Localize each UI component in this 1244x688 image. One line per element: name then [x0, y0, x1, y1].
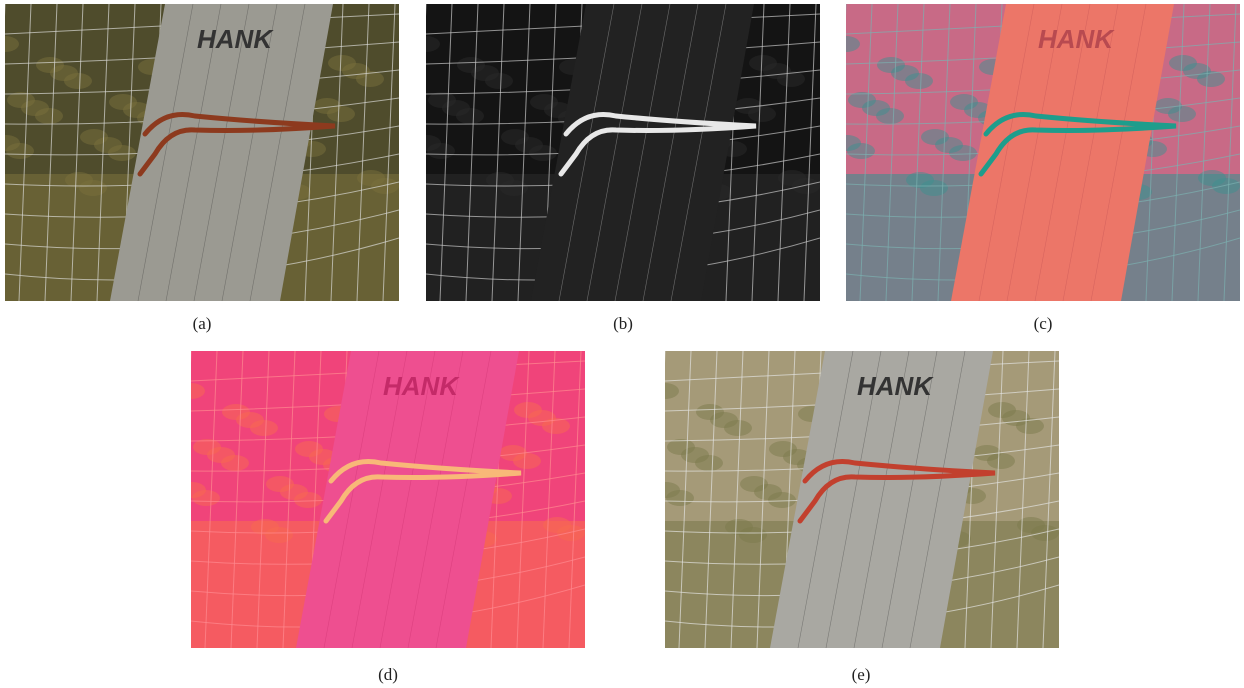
foliage	[833, 135, 861, 151]
image-panel: HANK	[0, 4, 399, 301]
foliage	[769, 441, 797, 457]
image-panel: HANK	[651, 351, 1059, 648]
foliage	[295, 441, 323, 457]
foliage	[412, 36, 440, 52]
foliage	[832, 36, 860, 52]
panel-label: (a)	[193, 314, 212, 333]
foliage	[109, 94, 137, 110]
foliage	[652, 482, 680, 498]
image-content: HANK	[0, 4, 399, 301]
panel-label: (e)	[852, 665, 871, 684]
foliage	[514, 402, 542, 418]
fence-wire	[0, 4, 5, 301]
board-text: HANK	[383, 371, 460, 401]
fence-wire	[653, 351, 665, 648]
fence-wire	[834, 4, 846, 301]
foliage	[328, 55, 356, 71]
foliage	[950, 94, 978, 110]
image-content: HANK	[832, 4, 1240, 301]
image-content	[412, 4, 820, 301]
fence-wire	[179, 351, 191, 648]
foliage	[696, 404, 724, 420]
foliage	[778, 170, 806, 186]
foliage	[1017, 517, 1045, 533]
foliage	[222, 404, 250, 420]
panel-label: (d)	[378, 665, 398, 684]
panel-label: (c)	[1034, 314, 1053, 333]
foliage	[177, 383, 205, 399]
foliage	[36, 57, 64, 73]
figure: HANK (a) (b) HANK (c) HANK (d) HANK (e)	[0, 0, 1244, 688]
fence-wire	[414, 4, 426, 301]
foliage	[530, 94, 558, 110]
board-text: HANK	[857, 371, 934, 401]
image-panel: HANK	[832, 4, 1240, 301]
foliage	[178, 482, 206, 498]
foliage	[749, 55, 777, 71]
foliage	[877, 57, 905, 73]
foliage	[988, 402, 1016, 418]
image-content: HANK	[177, 351, 585, 648]
foliage	[413, 135, 441, 151]
foliage	[651, 383, 679, 399]
image-content: HANK	[651, 351, 1059, 648]
panel-label: (b)	[613, 314, 633, 333]
foliage	[457, 57, 485, 73]
board-text: HANK	[1038, 24, 1115, 54]
foliage	[1169, 55, 1197, 71]
foliage	[357, 170, 385, 186]
board-text: HANK	[197, 24, 274, 54]
image-panel	[412, 4, 820, 301]
image-panel: HANK	[177, 351, 585, 648]
foliage	[1198, 170, 1226, 186]
foliage	[543, 517, 571, 533]
